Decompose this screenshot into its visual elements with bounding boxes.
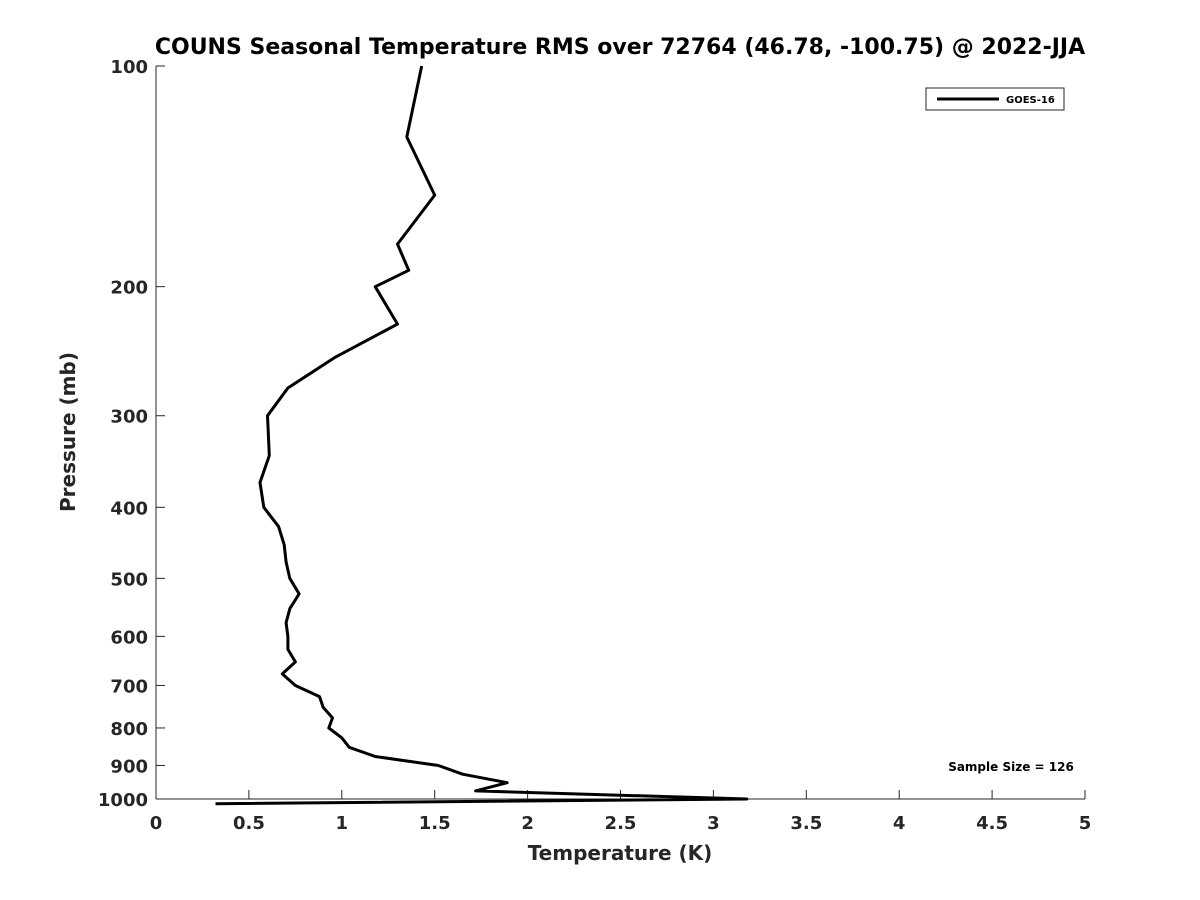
x-tick-label: 4 bbox=[893, 813, 906, 834]
y-tick-label: 500 bbox=[110, 569, 148, 590]
series-line-goes16 bbox=[215, 65, 749, 806]
x-tick-label: 2.5 bbox=[605, 813, 637, 834]
sample-size-annotation: Sample Size = 126 bbox=[948, 760, 1074, 774]
y-tick-label: 1000 bbox=[98, 790, 148, 811]
x-tick-label: 3 bbox=[707, 813, 720, 834]
x-axis-label: Temperature (K) bbox=[528, 841, 713, 865]
y-tick-label: 300 bbox=[110, 407, 148, 428]
x-tick-label: 1.5 bbox=[419, 813, 451, 834]
x-tick-label: 4.5 bbox=[976, 813, 1008, 834]
y-tick-label: 800 bbox=[110, 719, 148, 740]
x-tick-label: 0 bbox=[150, 813, 163, 834]
y-tick-label: 100 bbox=[110, 57, 148, 78]
chart-title: COUNS Seasonal Temperature RMS over 7276… bbox=[155, 35, 1085, 60]
y-tick-label: 200 bbox=[110, 278, 148, 299]
x-tick-label: 2 bbox=[521, 813, 534, 834]
legend: GOES-16 bbox=[925, 87, 1065, 111]
x-tick-label: 0.5 bbox=[233, 813, 265, 834]
y-tick-label: 400 bbox=[110, 498, 148, 519]
x-tick-label: 3.5 bbox=[790, 813, 822, 834]
x-axis-ticks: 0 0.5 1 1.5 2 2.5 3 3.5 4 4.5 5 bbox=[150, 790, 1092, 834]
series-lines bbox=[215, 65, 749, 806]
legend-label-goes16: GOES-16 bbox=[1006, 95, 1055, 106]
y-axis-label: Pressure (mb) bbox=[56, 352, 80, 512]
plot-axes bbox=[155, 66, 1085, 800]
y-tick-label: 600 bbox=[110, 627, 148, 648]
y-tick-label: 700 bbox=[110, 676, 148, 697]
x-tick-label: 1 bbox=[336, 813, 349, 834]
y-axis-ticks: 100 200 300 400 500 600 700 800 900 1000 bbox=[98, 57, 165, 811]
y-tick-label: 900 bbox=[110, 756, 148, 777]
x-tick-label: 5 bbox=[1079, 813, 1092, 834]
